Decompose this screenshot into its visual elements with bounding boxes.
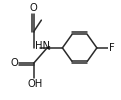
Text: OH: OH — [27, 78, 42, 88]
Text: O: O — [11, 58, 18, 68]
Text: O: O — [30, 3, 38, 13]
Text: HN: HN — [35, 42, 50, 52]
Polygon shape — [47, 46, 49, 49]
Text: F: F — [109, 43, 115, 53]
